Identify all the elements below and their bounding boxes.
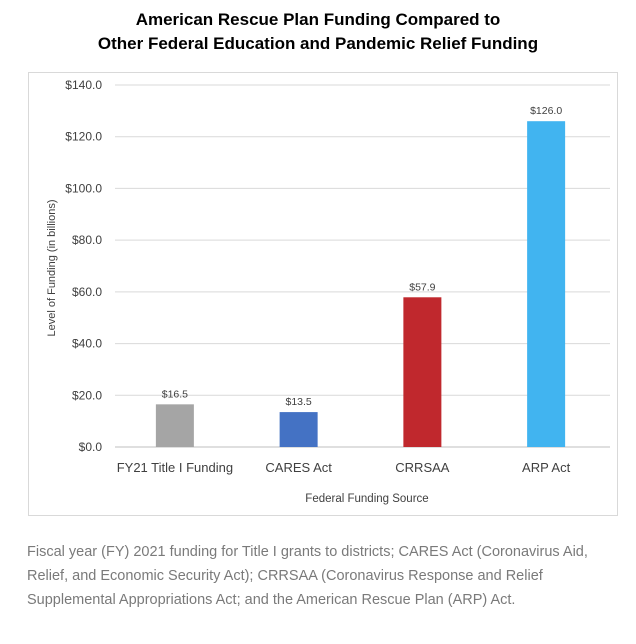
bar <box>279 412 318 447</box>
x-tick-label: CARES Act <box>265 460 332 475</box>
y-axis-label: Level of Funding (in billions) <box>46 200 58 337</box>
x-axis-label: Federal Funding Source <box>305 493 428 505</box>
x-tick-label: CRRSAA <box>395 460 450 475</box>
y-tick-label: $60.0 <box>72 285 102 299</box>
x-tick-labels: FY21 Title I Funding CARES Act CRRSAA ARP A… <box>117 460 571 475</box>
y-tick-label: $120.0 <box>65 130 102 144</box>
chart-title-line-1: American Rescue Plan Funding Compared to <box>135 10 501 29</box>
caption: Fiscal year (FY) 2021 funding for Title … <box>27 544 588 608</box>
bar <box>527 121 566 447</box>
chart-title-line-2: Other Federal Education and Pandemic Rel… <box>97 34 539 53</box>
y-tick-label: $0.0 <box>79 440 103 454</box>
x-tick-label: ARP Act <box>522 460 571 475</box>
bars <box>155 121 566 447</box>
value-label: $13.5 <box>285 396 311 408</box>
x-tick-label: FY21 Title I Funding <box>117 460 233 475</box>
bar-chart: $0.0 $20.0 $40.0 $60.0 $80.0 $100.0 $120.0 $140… <box>46 78 610 505</box>
bar <box>403 297 442 447</box>
y-tick-label: $140.0 <box>65 78 102 92</box>
value-labels: $16.5 $13.5 $57.9 $126.0 <box>162 105 563 408</box>
y-tick-label: $40.0 <box>72 337 102 351</box>
y-tick-labels: $0.0 $20.0 $40.0 $60.0 $80.0 $100.0 $120.0 $140… <box>65 78 102 454</box>
y-tick-label: $80.0 <box>72 233 102 247</box>
chart-title: American Rescue Plan Funding Compared to… <box>0 8 636 56</box>
chart-frame <box>28 72 618 516</box>
value-label: $126.0 <box>530 105 562 117</box>
y-tick-label: $20.0 <box>72 388 102 402</box>
y-tick-label: $100.0 <box>65 181 102 195</box>
value-label: $57.9 <box>409 281 435 293</box>
value-label: $16.5 <box>162 388 188 400</box>
bar <box>155 404 194 447</box>
